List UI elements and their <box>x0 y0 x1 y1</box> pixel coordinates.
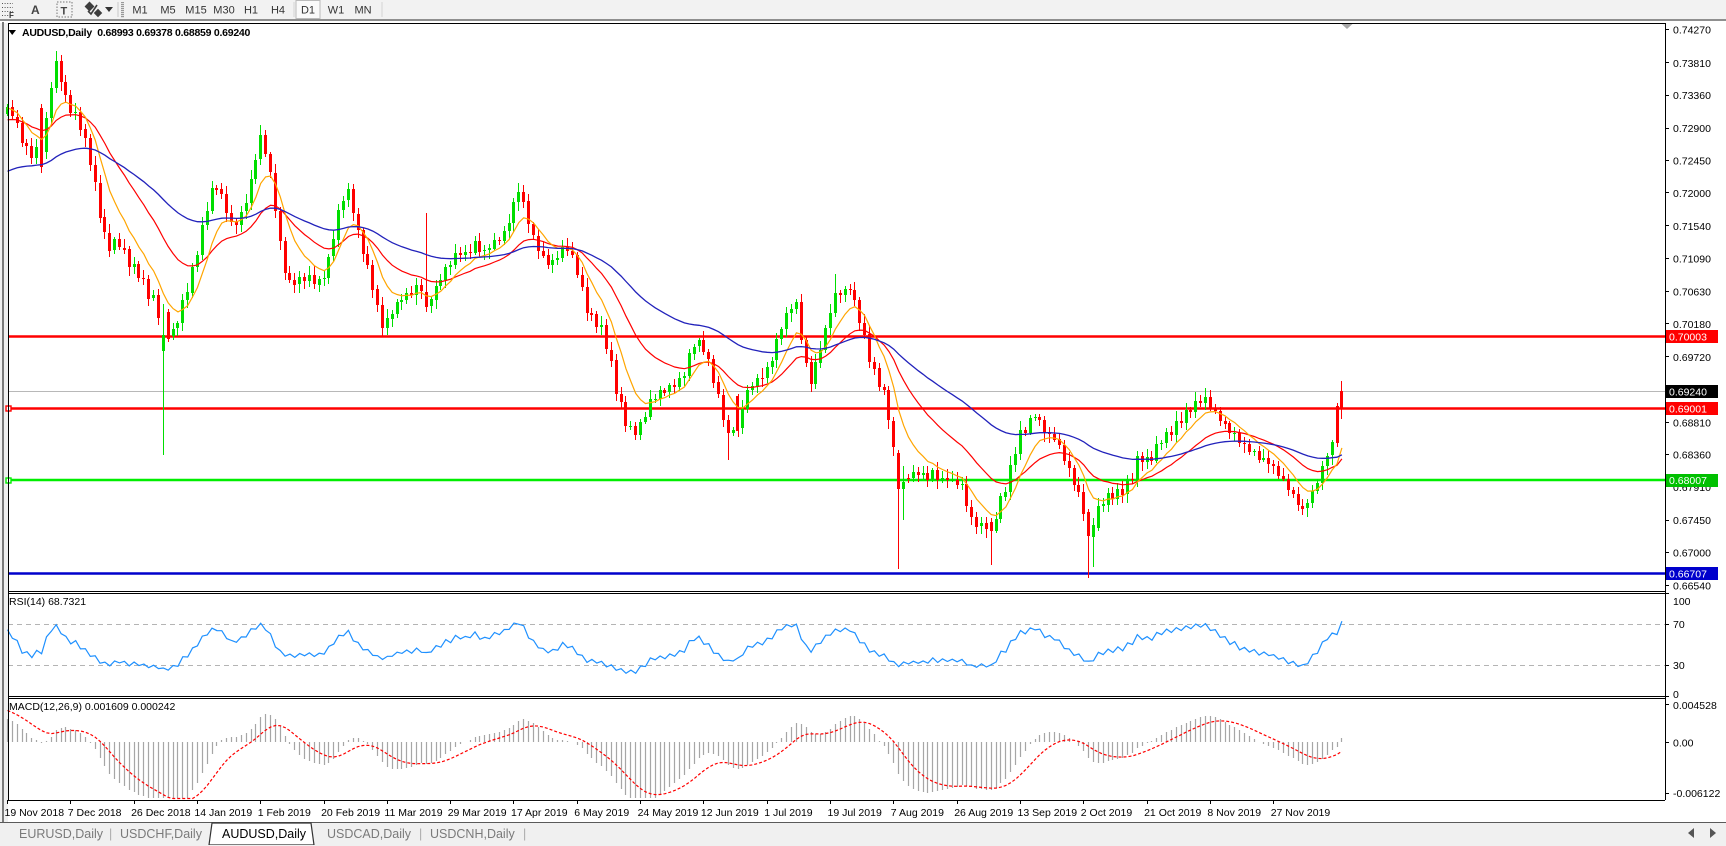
svg-text:8 Nov 2019: 8 Nov 2019 <box>1207 807 1261 819</box>
svg-text:0.73360: 0.73360 <box>1673 90 1711 102</box>
svg-text:0.66540: 0.66540 <box>1673 581 1711 593</box>
svg-text:MN: MN <box>354 5 371 17</box>
svg-text:27 Nov 2019: 27 Nov 2019 <box>1271 807 1331 819</box>
svg-text:0.70003: 0.70003 <box>1669 332 1707 344</box>
svg-text:0.004528: 0.004528 <box>1673 700 1717 712</box>
svg-text:0.72450: 0.72450 <box>1673 156 1711 168</box>
svg-text:0.72900: 0.72900 <box>1673 123 1711 135</box>
svg-text:M5: M5 <box>160 5 175 17</box>
svg-text:W1: W1 <box>328 5 345 17</box>
svg-text:0.74270: 0.74270 <box>1673 25 1711 37</box>
svg-text:M15: M15 <box>185 5 206 17</box>
svg-text:100: 100 <box>1673 596 1691 608</box>
svg-text:0.66707: 0.66707 <box>1669 569 1707 581</box>
svg-text:0.68810: 0.68810 <box>1673 417 1711 429</box>
svg-text:D1: D1 <box>301 5 315 17</box>
svg-text:H1: H1 <box>244 5 258 17</box>
svg-text:T: T <box>61 6 68 18</box>
svg-text:19 Jul 2019: 19 Jul 2019 <box>828 807 882 819</box>
svg-text:7 Dec 2018: 7 Dec 2018 <box>68 807 122 819</box>
svg-text:F: F <box>9 11 14 19</box>
svg-text:0.68360: 0.68360 <box>1673 450 1711 462</box>
svg-text:USDCNH,Daily: USDCNH,Daily <box>430 827 515 841</box>
svg-text:12 Jun 2019: 12 Jun 2019 <box>701 807 759 819</box>
svg-text:M1: M1 <box>132 5 147 17</box>
svg-text:0.71090: 0.71090 <box>1673 253 1711 265</box>
svg-text:AUDUSD,Daily: AUDUSD,Daily <box>222 827 307 841</box>
svg-text:29 Mar 2019: 29 Mar 2019 <box>448 807 507 819</box>
svg-text:13 Sep 2019: 13 Sep 2019 <box>1018 807 1078 819</box>
svg-text:USDCAD,Daily: USDCAD,Daily <box>327 827 412 841</box>
svg-text:A: A <box>31 3 40 17</box>
svg-text:7 Aug 2019: 7 Aug 2019 <box>891 807 944 819</box>
svg-text:6 May 2019: 6 May 2019 <box>574 807 629 819</box>
svg-text:1 Jul 2019: 1 Jul 2019 <box>764 807 813 819</box>
svg-text:AUDUSD,Daily 0.68993 0.69378: AUDUSD,Daily 0.68993 0.69378 0.68859 0.6… <box>22 27 250 39</box>
svg-text:-0.006122: -0.006122 <box>1673 788 1720 800</box>
svg-text:|: | <box>523 827 526 841</box>
svg-text:26 Aug 2019: 26 Aug 2019 <box>954 807 1013 819</box>
svg-text:1 Feb 2019: 1 Feb 2019 <box>258 807 311 819</box>
svg-text:20 Feb 2019: 20 Feb 2019 <box>321 807 380 819</box>
svg-text:21 Oct 2019: 21 Oct 2019 <box>1144 807 1201 819</box>
svg-text:0.69240: 0.69240 <box>1669 386 1707 398</box>
svg-text:0.70180: 0.70180 <box>1673 319 1711 331</box>
svg-text:0.72000: 0.72000 <box>1673 188 1711 200</box>
svg-text:0.00: 0.00 <box>1673 737 1694 749</box>
svg-text:0.68007: 0.68007 <box>1669 475 1707 487</box>
svg-text:24 May 2019: 24 May 2019 <box>638 807 699 819</box>
svg-text:EURUSD,Daily: EURUSD,Daily <box>19 827 104 841</box>
svg-text:70: 70 <box>1673 619 1685 631</box>
svg-text:|: | <box>419 827 422 841</box>
svg-text:RSI(14) 68.7321: RSI(14) 68.7321 <box>9 596 86 608</box>
svg-text:0.73810: 0.73810 <box>1673 58 1711 70</box>
svg-text:0: 0 <box>1673 689 1679 701</box>
svg-text:0.69720: 0.69720 <box>1673 352 1711 364</box>
svg-text:17 Apr 2019: 17 Apr 2019 <box>511 807 568 819</box>
svg-text:2 Oct 2019: 2 Oct 2019 <box>1081 807 1133 819</box>
svg-text:19 Nov 2018: 19 Nov 2018 <box>5 807 65 819</box>
svg-text:|: | <box>109 827 112 841</box>
svg-text:14 Jan 2019: 14 Jan 2019 <box>194 807 252 819</box>
svg-text:M30: M30 <box>213 5 234 17</box>
svg-text:0.70630: 0.70630 <box>1673 286 1711 298</box>
svg-text:0.67000: 0.67000 <box>1673 547 1711 559</box>
svg-text:26 Dec 2018: 26 Dec 2018 <box>131 807 191 819</box>
svg-text:11 Mar 2019: 11 Mar 2019 <box>384 807 442 819</box>
svg-text:0.67450: 0.67450 <box>1673 515 1711 527</box>
svg-text:0.69001: 0.69001 <box>1669 404 1707 416</box>
svg-text:MACD(12,26,9) 0.001609 0.00024: MACD(12,26,9) 0.001609 0.000242 <box>9 701 176 713</box>
svg-text:0.71540: 0.71540 <box>1673 221 1711 233</box>
svg-text:USDCHF,Daily: USDCHF,Daily <box>120 827 203 841</box>
svg-text:30: 30 <box>1673 660 1685 672</box>
svg-text:H4: H4 <box>271 5 285 17</box>
